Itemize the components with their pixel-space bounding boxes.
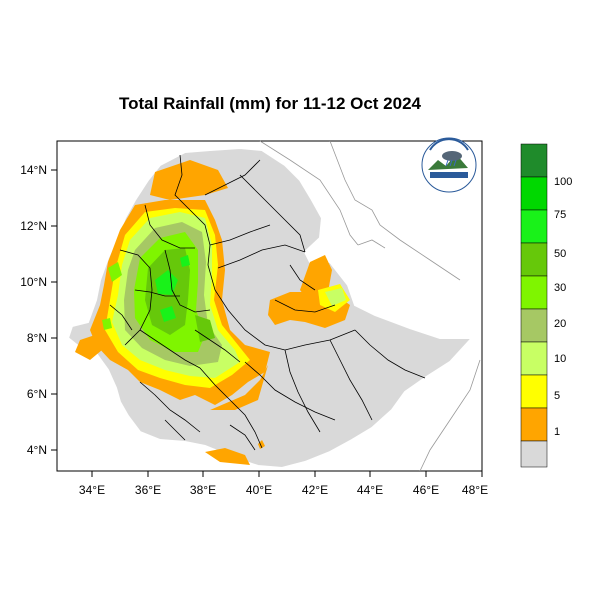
x-tick-label: 40°E — [246, 483, 272, 497]
x-tick-label: 48°E — [462, 483, 488, 497]
legend-swatch — [520, 374, 548, 409]
legend-label: 30 — [554, 282, 566, 294]
legend-swatch — [520, 242, 548, 277]
y-tick-label: 8°N — [27, 331, 47, 345]
legend-label: 75 — [554, 209, 566, 221]
x-tick-label: 36°E — [135, 483, 161, 497]
legend-label: 50 — [554, 248, 566, 260]
legend-swatch — [520, 341, 548, 376]
y-tick-label: 10°N — [20, 275, 47, 289]
x-tick-label: 42°E — [302, 483, 328, 497]
legend-swatch — [520, 440, 548, 468]
legend-labels: 100 75 50 30 20 10 5 1 — [554, 176, 572, 438]
y-tick-label: 6°N — [27, 387, 47, 401]
legend-label: 5 — [554, 390, 560, 402]
legend-label: 100 — [554, 176, 572, 188]
meteorology-agency-logo-icon — [421, 137, 477, 193]
x-tick-label: 38°E — [190, 483, 216, 497]
legend-swatch — [520, 143, 548, 178]
y-tick-label: 12°N — [20, 219, 47, 233]
legend-swatch — [520, 275, 548, 310]
y-tick-label: 4°N — [27, 443, 47, 457]
legend-swatch — [520, 407, 548, 442]
admin-boundaries — [109, 154, 426, 451]
legend-label: 1 — [554, 426, 560, 438]
legend-swatch — [520, 209, 548, 244]
legend-label: 10 — [554, 353, 566, 365]
legend-swatch — [520, 176, 548, 211]
neighbor-borders — [259, 140, 481, 472]
x-tick-label: 46°E — [413, 483, 439, 497]
legend-colorbar — [520, 143, 548, 468]
x-tick-label: 44°E — [357, 483, 383, 497]
x-tick-label: 34°E — [79, 483, 105, 497]
legend-label: 20 — [554, 318, 566, 330]
y-tick-label: 14°N — [20, 163, 47, 177]
x-axis: 34°E 36°E 38°E 40°E 42°E 44°E 46°E 48°E — [79, 471, 488, 497]
map-title: Total Rainfall (mm) for 11-12 Oct 2024 — [119, 94, 421, 113]
y-axis: 14°N 12°N 10°N 8°N 6°N 4°N — [20, 163, 57, 457]
legend-swatch — [520, 308, 548, 343]
